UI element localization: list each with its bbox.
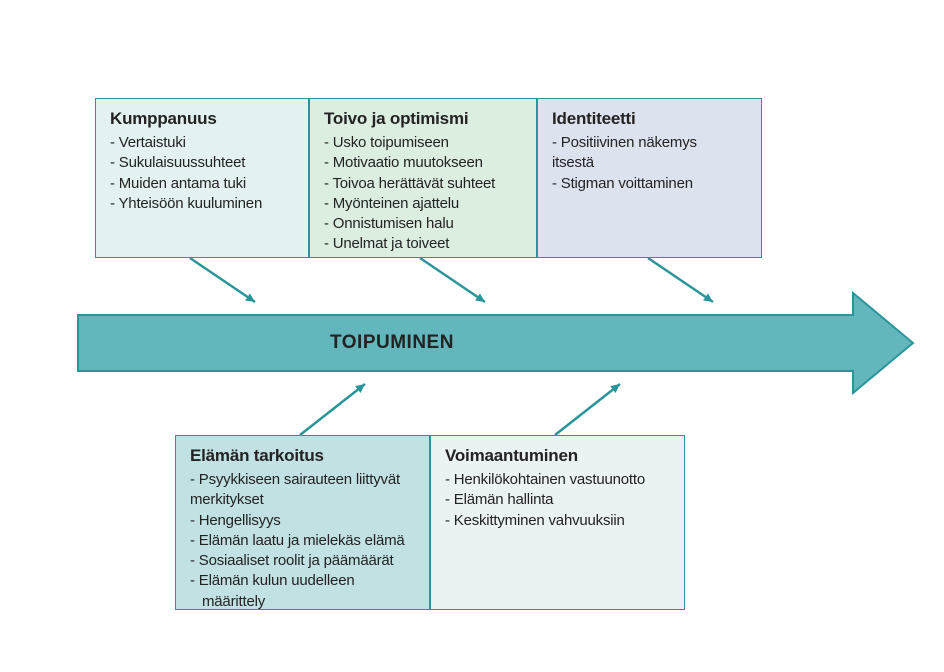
box-item: - Keskittyminen vahvuuksiin xyxy=(445,511,670,531)
central-arrow-label: TOIPUMINEN xyxy=(330,332,454,354)
box-item: - Muiden antama tuki xyxy=(110,174,294,194)
box-toivo-ja-optimismi: Toivo ja optimismi - Usko toipumiseen- M… xyxy=(309,98,537,258)
box-elaman-tarkoitus: Elämän tarkoitus - Psyykkiseen sairautee… xyxy=(175,435,430,610)
box-item: - Henkilökohtainen vastuunotto xyxy=(445,470,670,490)
box-item: - Yhteisöön kuuluminen xyxy=(110,194,294,214)
box-item: - Myönteinen ajattelu xyxy=(324,194,522,214)
box-items: - Henkilökohtainen vastuunotto- Elämän h… xyxy=(445,470,670,531)
box-item: - Stigman voittaminen xyxy=(552,174,747,194)
box-item: - Positiivinen näkemys xyxy=(552,133,747,153)
box-items: - Positiivinen näkemys itsestä- Stigman … xyxy=(552,133,747,194)
box-item: - Toivoa herättävät suhteet xyxy=(324,174,522,194)
recovery-diagram: TOIPUMINEN Kumppanuus - Vertaistuki- Suk… xyxy=(0,0,944,672)
box-items: - Vertaistuki- Sukulaisuussuhteet- Muide… xyxy=(110,133,294,214)
box-item: - Motivaatio muutokseen xyxy=(324,153,522,173)
box-title: Voimaantuminen xyxy=(445,446,670,466)
box-item: merkitykset xyxy=(190,490,415,510)
box-item: - Vertaistuki xyxy=(110,133,294,153)
box-item: itsestä xyxy=(552,153,747,173)
box-title: Kumppanuus xyxy=(110,109,294,129)
box-items: - Usko toipumiseen- Motivaatio muutoksee… xyxy=(324,133,522,255)
box-items: - Psyykkiseen sairauteen liittyvät merki… xyxy=(190,470,415,612)
box-item: - Elämän hallinta xyxy=(445,490,670,510)
box-identiteetti: Identiteetti - Positiivinen näkemys itse… xyxy=(537,98,762,258)
box-voimaantuminen: Voimaantuminen - Henkilökohtainen vastuu… xyxy=(430,435,685,610)
box-item: - Psyykkiseen sairauteen liittyvät xyxy=(190,470,415,490)
box-kumppanuus: Kumppanuus - Vertaistuki- Sukulaisuussuh… xyxy=(95,98,309,258)
box-item: - Hengellisyys xyxy=(190,511,415,531)
box-title: Toivo ja optimismi xyxy=(324,109,522,129)
box-item: - Usko toipumiseen xyxy=(324,133,522,153)
box-item: - Unelmat ja toiveet xyxy=(324,234,522,254)
box-item: - Sosiaaliset roolit ja päämäärät xyxy=(190,551,415,571)
box-item: - Onnistumisen halu xyxy=(324,214,522,234)
box-title: Identiteetti xyxy=(552,109,747,129)
box-item: - Sukulaisuussuhteet xyxy=(110,153,294,173)
box-item: - Elämän laatu ja mielekäs elämä xyxy=(190,531,415,551)
box-title: Elämän tarkoitus xyxy=(190,446,415,466)
box-item: - Elämän kulun uudelleen määrittely xyxy=(190,571,415,612)
